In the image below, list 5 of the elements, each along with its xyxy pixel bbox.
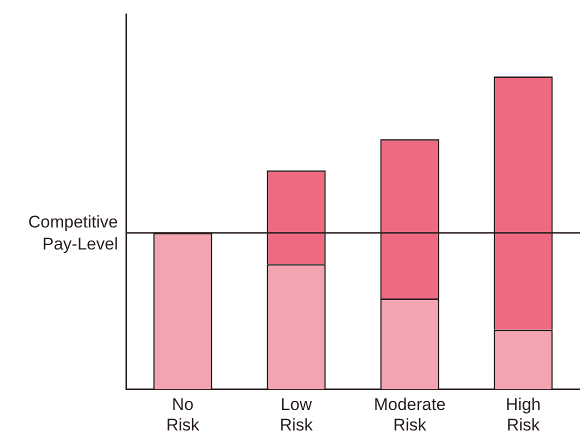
ref-line-label: Competitive Pay-Level — [28, 212, 118, 254]
x-tick-label: High Risk — [506, 395, 541, 434]
x-tick-label: Moderate Risk — [374, 395, 446, 434]
x-tick-label: Low Risk — [280, 395, 314, 434]
x-tick-label: No Risk — [166, 395, 200, 434]
